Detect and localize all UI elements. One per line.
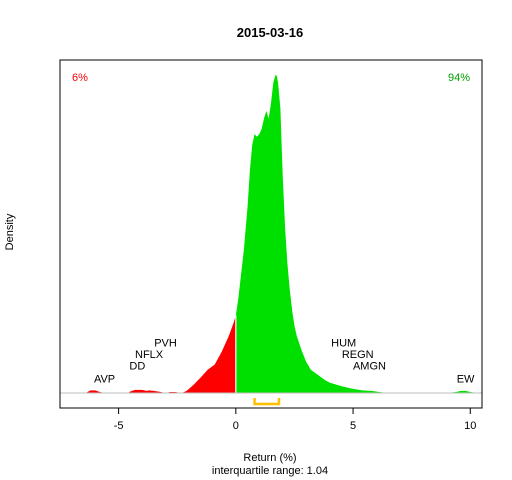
stock-label: HUM — [331, 337, 356, 349]
density-area-group — [60, 74, 482, 394]
iqr-bracket-group — [253, 398, 281, 406]
negative-percent-label: 6% — [72, 72, 88, 84]
stock-label: DD — [129, 361, 145, 373]
x-tick-label: 0 — [233, 420, 239, 432]
stock-label: REGN — [342, 349, 374, 361]
stock-label: AMGN — [353, 361, 386, 373]
positive-percent-label: 94% — [448, 72, 470, 84]
stock-label: EW — [457, 374, 475, 386]
iqr-bracket — [253, 398, 281, 406]
iqr-subtitle: interquartile range: 1.04 — [212, 465, 328, 477]
y-axis-label: Density — [4, 213, 16, 250]
chart-title: 2015-03-16 — [237, 25, 304, 40]
stock-label: NFLX — [135, 349, 164, 361]
x-tick-label: 10 — [464, 420, 476, 432]
x-tick-label: 5 — [350, 420, 356, 432]
positive-density-area — [235, 74, 478, 393]
x-tick-label: -5 — [114, 420, 124, 432]
plot-frame — [59, 59, 483, 409]
negative-density-area — [85, 315, 236, 393]
stock-label: PVH — [154, 337, 177, 349]
stock-label: AVP — [94, 374, 115, 386]
x-axis-label: Return (%) — [243, 452, 296, 464]
x-axis: -5 0 5 10 — [114, 408, 476, 432]
